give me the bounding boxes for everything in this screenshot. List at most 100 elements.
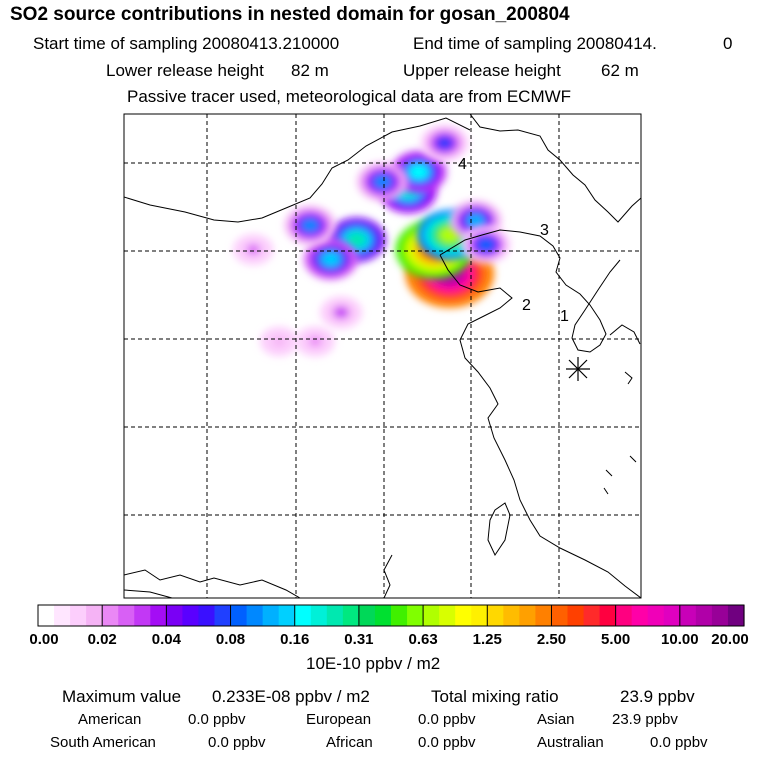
source-name-african: African: [326, 734, 373, 751]
colorbar: [37, 605, 745, 626]
colorbar-swatch: [519, 605, 537, 626]
colorbar-swatch: [54, 605, 71, 626]
colorbar-swatch: [86, 605, 103, 626]
source-name-australian: Australian: [537, 734, 604, 751]
colorbar-swatch: [262, 605, 280, 626]
plume-blob: [303, 238, 358, 280]
colorbar-swatch: [599, 605, 617, 626]
source-value-african: 0.0 ppbv: [418, 734, 476, 751]
source-value-american: 0.0 ppbv: [188, 711, 246, 728]
colorbar-swatch: [70, 605, 87, 626]
colorbar-swatch: [615, 605, 633, 626]
colorbar-swatch: [663, 605, 681, 626]
colorbar-swatch: [679, 605, 697, 626]
tracer-note: Passive tracer used, meteorological data…: [127, 87, 572, 106]
colorbar-swatch: [198, 605, 216, 626]
plume-blob: [295, 326, 335, 357]
colorbar-swatch: [134, 605, 151, 626]
colorbar-tick-label: 20.00: [711, 631, 749, 648]
end-time-suffix: 0: [723, 34, 733, 53]
source-value-asian: 23.9 ppbv: [612, 711, 678, 728]
coastline: [124, 114, 641, 598]
colorbar-swatch: [423, 605, 440, 626]
colorbar-swatch: [342, 605, 360, 626]
colorbar-unit: 10E-10 ppbv / m2: [306, 654, 441, 673]
colorbar-frame: [37, 604, 745, 627]
receptor-marker: [566, 357, 590, 381]
plume-blob: [233, 234, 274, 266]
source-label-4: 4: [458, 156, 467, 173]
colorbar-swatch: [647, 605, 665, 626]
colorbar-tick-label: 2.50: [536, 631, 567, 648]
upper-release-label: Upper release height: [403, 61, 561, 80]
source-label-1: 1: [560, 308, 569, 325]
colorbar-swatch: [38, 605, 55, 626]
plume-blob: [390, 150, 447, 194]
colorbar-swatch: [374, 605, 392, 626]
colorbar-swatch: [310, 605, 328, 626]
source-name-european: European: [306, 711, 372, 728]
colorbar-swatch: [214, 605, 232, 626]
colorbar-swatch: [567, 605, 585, 626]
colorbar-tick-label: 0.63: [408, 631, 438, 648]
colorbar-swatch: [230, 605, 248, 626]
total-mixing-value: 23.9 ppbv: [620, 687, 695, 706]
source-name-south-american: South American: [50, 734, 156, 751]
colorbar-swatch: [118, 605, 135, 626]
source-value-south-american: 0.0 ppbv: [208, 734, 266, 751]
colorbar-swatch: [439, 605, 456, 626]
colorbar-swatch: [358, 605, 376, 626]
colorbar-tick-label: 0.08: [215, 631, 246, 648]
colorbar-swatch: [695, 605, 713, 626]
plume-blob: [260, 326, 299, 357]
colorbar-swatch: [278, 605, 296, 626]
graticule: [124, 114, 641, 598]
upper-release-value: 62 m: [601, 61, 639, 80]
colorbar-tick-label: 0.02: [87, 631, 117, 648]
colorbar-swatch: [455, 605, 472, 626]
source-label-2: 2: [522, 297, 531, 314]
concentration-field: [233, 124, 511, 357]
plume-blob: [461, 225, 511, 264]
colorbar-swatch: [182, 605, 200, 626]
colorbar-swatch: [166, 605, 184, 626]
start-time: Start time of sampling 20080413.210000: [33, 34, 340, 53]
lower-release-label: Lower release height: [106, 61, 264, 80]
colorbar-tick-label: 5.00: [601, 631, 631, 648]
colorbar-swatch: [711, 605, 729, 626]
colorbar-swatch: [246, 605, 264, 626]
colorbar-swatch: [631, 605, 649, 626]
lower-release-value: 82 m: [291, 61, 329, 80]
colorbar-swatch: [727, 605, 745, 626]
max-value: 0.233E-08 ppbv / m2: [212, 687, 370, 706]
source-name-asian: Asian: [537, 711, 575, 728]
colorbar-tick-label: 0.04: [151, 631, 181, 648]
end-time: End time of sampling 20080414.: [413, 34, 657, 53]
colorbar-swatch: [551, 605, 569, 626]
source-value-european: 0.0 ppbv: [418, 711, 476, 728]
colorbar-tick-label: 0.31: [344, 631, 374, 648]
plume-blob: [284, 205, 336, 245]
colorbar-tick-label: 1.25: [472, 631, 502, 648]
source-name-american: American: [78, 711, 142, 728]
map-frame: [123, 113, 642, 599]
plume-blob: [357, 162, 408, 202]
colorbar-swatch: [535, 605, 553, 626]
chart-title: SO2 source contributions in nested domai…: [10, 4, 570, 25]
colorbar-swatch: [471, 605, 488, 626]
colorbar-swatch: [391, 605, 408, 626]
colorbar-swatch: [583, 605, 601, 626]
colorbar-tick-label: 0.16: [280, 631, 310, 648]
colorbar-swatch: [326, 605, 344, 626]
plume-blob: [420, 124, 469, 162]
source-value-australian: 0.0 ppbv: [650, 734, 708, 751]
colorbar-tick-label: 0.00: [29, 631, 59, 648]
colorbar-tick-label: 10.00: [661, 631, 699, 648]
source-label-3: 3: [540, 222, 549, 239]
max-value-label: Maximum value: [62, 687, 182, 706]
colorbar-swatch: [102, 605, 119, 626]
total-mixing-label: Total mixing ratio: [431, 687, 559, 706]
colorbar-swatch: [503, 605, 520, 626]
colorbar-swatch: [150, 605, 167, 626]
